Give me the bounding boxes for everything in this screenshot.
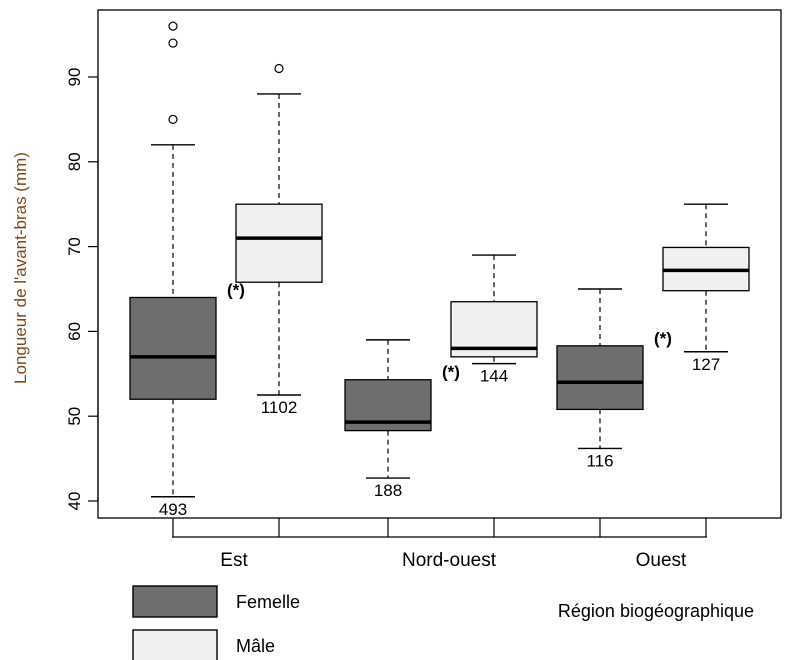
box	[556, 345, 644, 411]
outlier-point	[168, 114, 178, 125]
sample-size-label: 493	[159, 500, 187, 519]
boxes: 493 (*) 1102 188 (*) 144 116 (*) 127	[129, 21, 750, 519]
box	[235, 203, 323, 283]
outlier-point	[168, 21, 178, 31]
box	[129, 296, 217, 400]
sample-size-label: 188	[374, 481, 402, 500]
box-ouest-femelle: 116 (*)	[556, 288, 672, 470]
x-tick-label: Ouest	[636, 550, 687, 571]
x-tick-label: Est	[220, 550, 248, 571]
y-tick-label: 90	[65, 68, 84, 87]
x-axis: Est Nord-ouest Ouest	[172, 518, 707, 571]
legend-label: Mâle	[236, 636, 275, 656]
legend-swatch	[132, 585, 218, 618]
legend: Femelle Mâle	[132, 585, 300, 660]
significance-marker: (*)	[654, 329, 672, 348]
x-axis-label: Région biogéographique	[558, 601, 754, 621]
y-tick-label: 60	[65, 322, 84, 341]
outlier-point	[274, 63, 284, 74]
y-tick-label: 70	[65, 237, 84, 256]
y-tick-label: 50	[65, 407, 84, 426]
box-nord-ouest-femelle: 188 (*)	[344, 339, 460, 500]
significance-marker: (*)	[442, 363, 460, 382]
sample-size-label: 116	[586, 451, 613, 470]
box-est-mâle: 1102	[235, 63, 323, 417]
sample-size-label: 144	[480, 367, 508, 386]
legend-swatch	[132, 629, 218, 660]
x-tick-label: Nord-ouest	[402, 550, 497, 571]
outlier-point	[168, 38, 178, 48]
box-est-femelle: 493 (*)	[129, 21, 245, 519]
legend-label: Femelle	[236, 592, 300, 612]
box-nord-ouest-mâle: 144	[450, 254, 538, 386]
sample-size-label: 127	[692, 355, 720, 374]
y-axis-label: Longueur de l'avant-bras (mm)	[11, 152, 30, 384]
y-tick-label: 40	[65, 492, 84, 511]
sample-size-label: 1102	[261, 398, 298, 417]
y-axis: 40 50 60 70 80 90	[65, 68, 99, 511]
y-tick-label: 80	[65, 152, 84, 171]
box-ouest-mâle: 127	[662, 203, 750, 374]
significance-marker: (*)	[227, 280, 245, 299]
